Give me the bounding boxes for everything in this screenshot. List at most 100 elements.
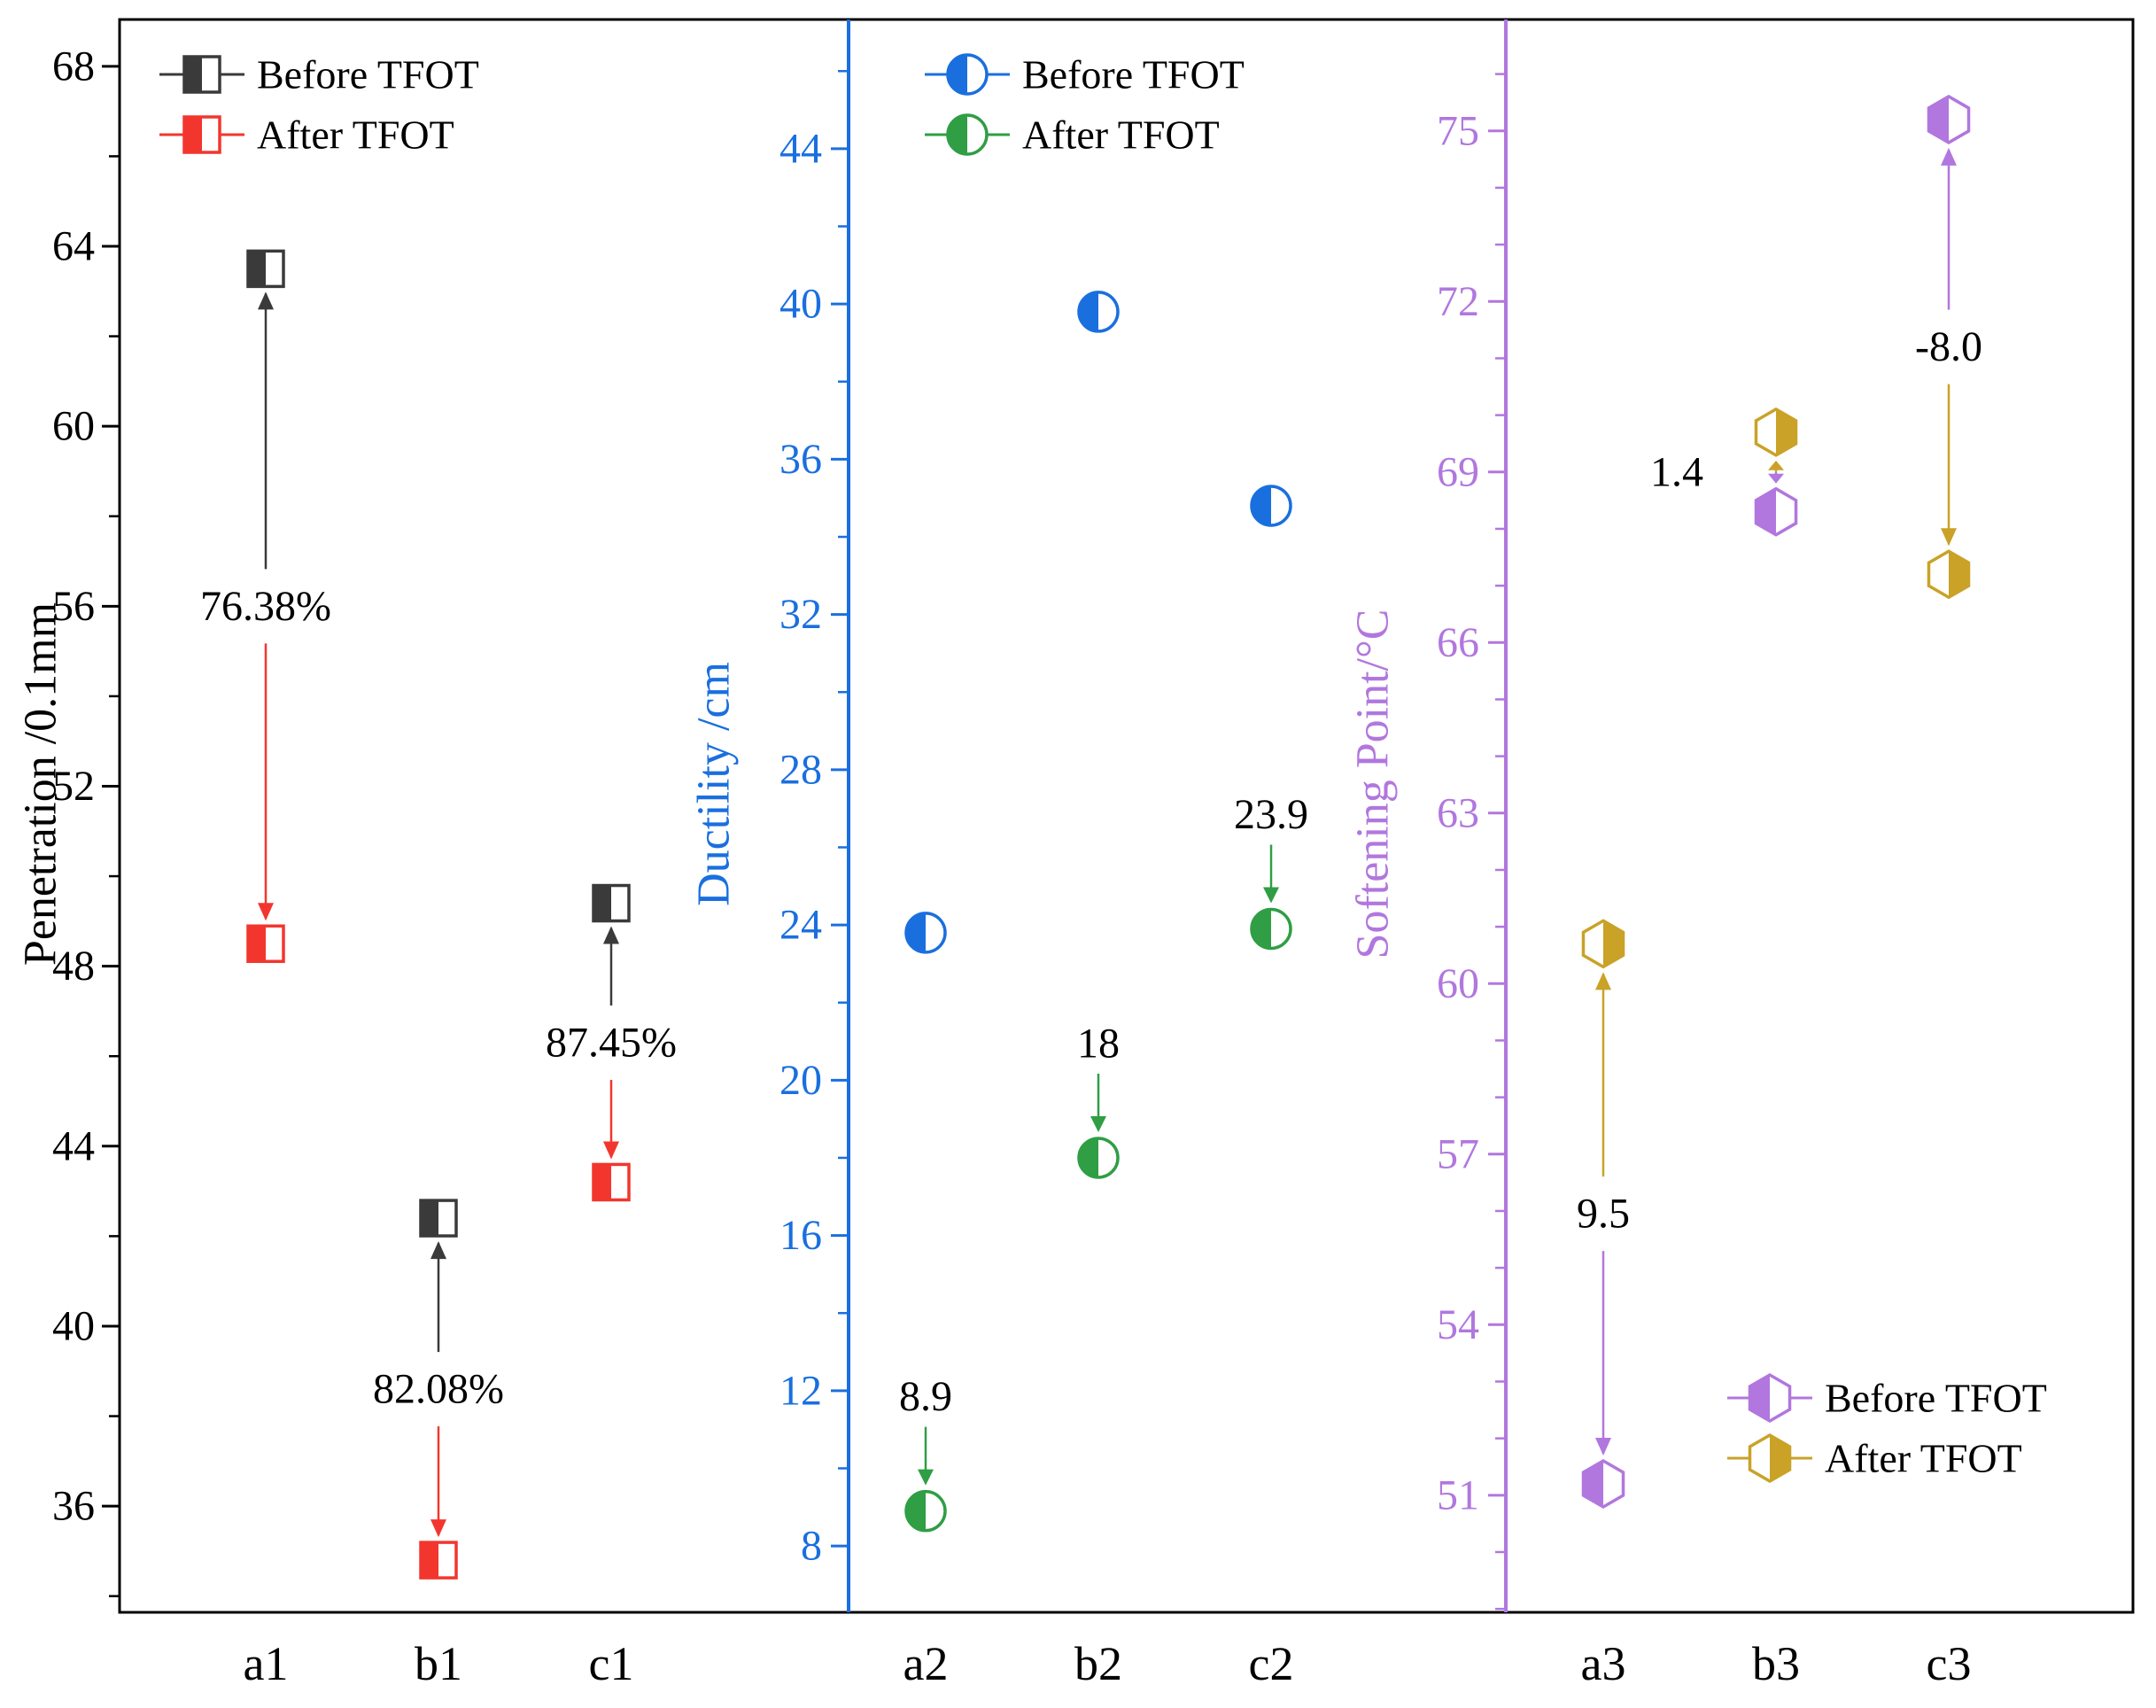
y-tick-label: 60 bbox=[52, 403, 95, 450]
legend-marker-penetration-1 bbox=[182, 115, 221, 154]
polygon-shape bbox=[1748, 1372, 1792, 1424]
annotation-b1: 82.08% bbox=[373, 1241, 504, 1538]
marker-b3-before bbox=[1754, 486, 1798, 537]
category-label-a2: a2 bbox=[904, 1637, 949, 1690]
circle-shape bbox=[1077, 1137, 1120, 1179]
rect-shape bbox=[592, 883, 631, 923]
y-tick-label: 40 bbox=[779, 281, 822, 328]
rect-shape bbox=[246, 924, 285, 963]
annotation-a1: 76.38% bbox=[200, 291, 331, 921]
rect-shape bbox=[592, 1162, 631, 1202]
path-shape bbox=[1079, 1137, 1098, 1177]
arrowhead-up bbox=[1595, 972, 1611, 990]
marker-a3-before bbox=[1581, 1458, 1625, 1509]
annotation-value: 82.08% bbox=[373, 1366, 504, 1413]
path-shape bbox=[906, 1491, 926, 1531]
arrowhead-up bbox=[258, 291, 274, 310]
rect-shape bbox=[184, 117, 202, 152]
annotation-value: -8.0 bbox=[1915, 323, 1982, 370]
legend-label: After TFOT bbox=[257, 113, 454, 158]
annotation-value: 1.4 bbox=[1650, 448, 1703, 495]
arrowhead-down bbox=[603, 1141, 619, 1160]
circle-shape bbox=[904, 1489, 947, 1533]
marker-b2-after bbox=[1077, 1137, 1120, 1179]
arrowhead-up bbox=[1768, 460, 1784, 470]
arrowhead-down bbox=[258, 903, 274, 921]
polygon-shape bbox=[1749, 1375, 1770, 1421]
panel-penetration: 36 40 44 48 52 56 60 64 68 Penetration /0.1mm a1 b1… bbox=[16, 43, 677, 1690]
y-tick-label: 20 bbox=[779, 1057, 822, 1104]
polygon-shape bbox=[1756, 488, 1776, 535]
rect-shape bbox=[593, 885, 611, 921]
rect-shape bbox=[248, 251, 266, 287]
y-tick-label: 56 bbox=[52, 583, 95, 630]
arrowhead-up bbox=[1941, 147, 1957, 166]
y-tick-label: 36 bbox=[779, 436, 822, 483]
marker-a1-after bbox=[246, 924, 285, 963]
circle-shape bbox=[946, 113, 989, 156]
annotation-a2: 8.9 bbox=[899, 1373, 952, 1486]
y-tick-label: 72 bbox=[1437, 278, 1479, 325]
marker-b1-after bbox=[419, 1541, 458, 1580]
annotation-c2: 23.9 bbox=[1234, 791, 1308, 904]
panel-softening-point: 51 54 57 60 63 66 69 72 75 Softening Point/°C a3 b3… bbox=[1348, 19, 2047, 1690]
y-tick-label: 66 bbox=[1437, 619, 1479, 666]
marker-c1-after bbox=[592, 1162, 631, 1202]
y-tick-label: 75 bbox=[1437, 107, 1479, 154]
y-tick-label: 12 bbox=[779, 1367, 822, 1414]
y-tick-label: 60 bbox=[1437, 960, 1479, 1007]
legend-label: Before TFOT bbox=[1022, 52, 1245, 97]
path-shape bbox=[948, 115, 967, 154]
category-label-b2: b2 bbox=[1074, 1637, 1122, 1690]
legend-marker-softening-point-1 bbox=[1748, 1432, 1792, 1484]
polygon-shape bbox=[1949, 551, 1969, 598]
arrowhead-down bbox=[430, 1519, 446, 1538]
annotation-a3: 9.5 bbox=[1577, 972, 1630, 1456]
annotation-value: 23.9 bbox=[1234, 791, 1308, 838]
marker-c3-before bbox=[1927, 94, 1971, 144]
category-label-c3: c3 bbox=[1927, 1637, 1972, 1690]
category-label-c2: c2 bbox=[1249, 1637, 1294, 1690]
polygon-shape bbox=[1776, 408, 1796, 455]
rect-shape bbox=[248, 926, 266, 962]
annotation-b2: 18 bbox=[1077, 1020, 1120, 1132]
legend-marker-penetration-0 bbox=[182, 55, 221, 94]
marker-a3-after bbox=[1581, 919, 1625, 969]
arrowhead-down bbox=[918, 1469, 934, 1486]
marker-c1-before bbox=[592, 883, 631, 923]
path-shape bbox=[1079, 291, 1098, 331]
y-tick-label: 24 bbox=[779, 902, 822, 949]
y-tick-label: 57 bbox=[1437, 1130, 1479, 1177]
marker-a2-after bbox=[904, 1489, 947, 1533]
polygon-shape bbox=[1754, 486, 1798, 537]
annotation-value: 87.45% bbox=[546, 1019, 677, 1066]
polygon-shape bbox=[1583, 1460, 1603, 1507]
axis-title-ductility: Ductility /cm bbox=[689, 662, 740, 906]
annotation-value: 76.38% bbox=[200, 583, 331, 630]
rect-shape bbox=[419, 1541, 458, 1580]
y-tick-label: 69 bbox=[1437, 448, 1479, 495]
circle-shape bbox=[1077, 291, 1120, 333]
path-shape bbox=[1252, 485, 1271, 525]
y-tick-label: 36 bbox=[52, 1483, 95, 1530]
legend-label: Before TFOT bbox=[257, 52, 479, 97]
marker-b3-after bbox=[1754, 407, 1798, 457]
polygon-shape bbox=[1603, 920, 1624, 967]
arrowhead-down bbox=[1090, 1115, 1106, 1132]
category-label-c1: c1 bbox=[589, 1637, 634, 1690]
rect-shape bbox=[593, 1164, 611, 1200]
polygon-shape bbox=[1748, 1432, 1792, 1484]
y-tick-label: 28 bbox=[779, 746, 822, 793]
annotation-value: 8.9 bbox=[899, 1373, 952, 1420]
marker-c2-before bbox=[1250, 485, 1292, 527]
polygon-shape bbox=[1927, 94, 1971, 144]
marker-a1-before bbox=[246, 249, 285, 289]
arrowhead-down bbox=[1941, 528, 1957, 547]
legend-penetration: Before TFOT After TFOT bbox=[159, 52, 479, 158]
legend-marker-softening-point-0 bbox=[1748, 1372, 1792, 1424]
legend-label: After TFOT bbox=[1825, 1436, 2022, 1481]
polygon-shape bbox=[1581, 919, 1625, 969]
annotation-c3: -8.0 bbox=[1915, 147, 1982, 547]
rect-shape bbox=[246, 249, 285, 289]
y-tick-label: 64 bbox=[52, 222, 95, 269]
